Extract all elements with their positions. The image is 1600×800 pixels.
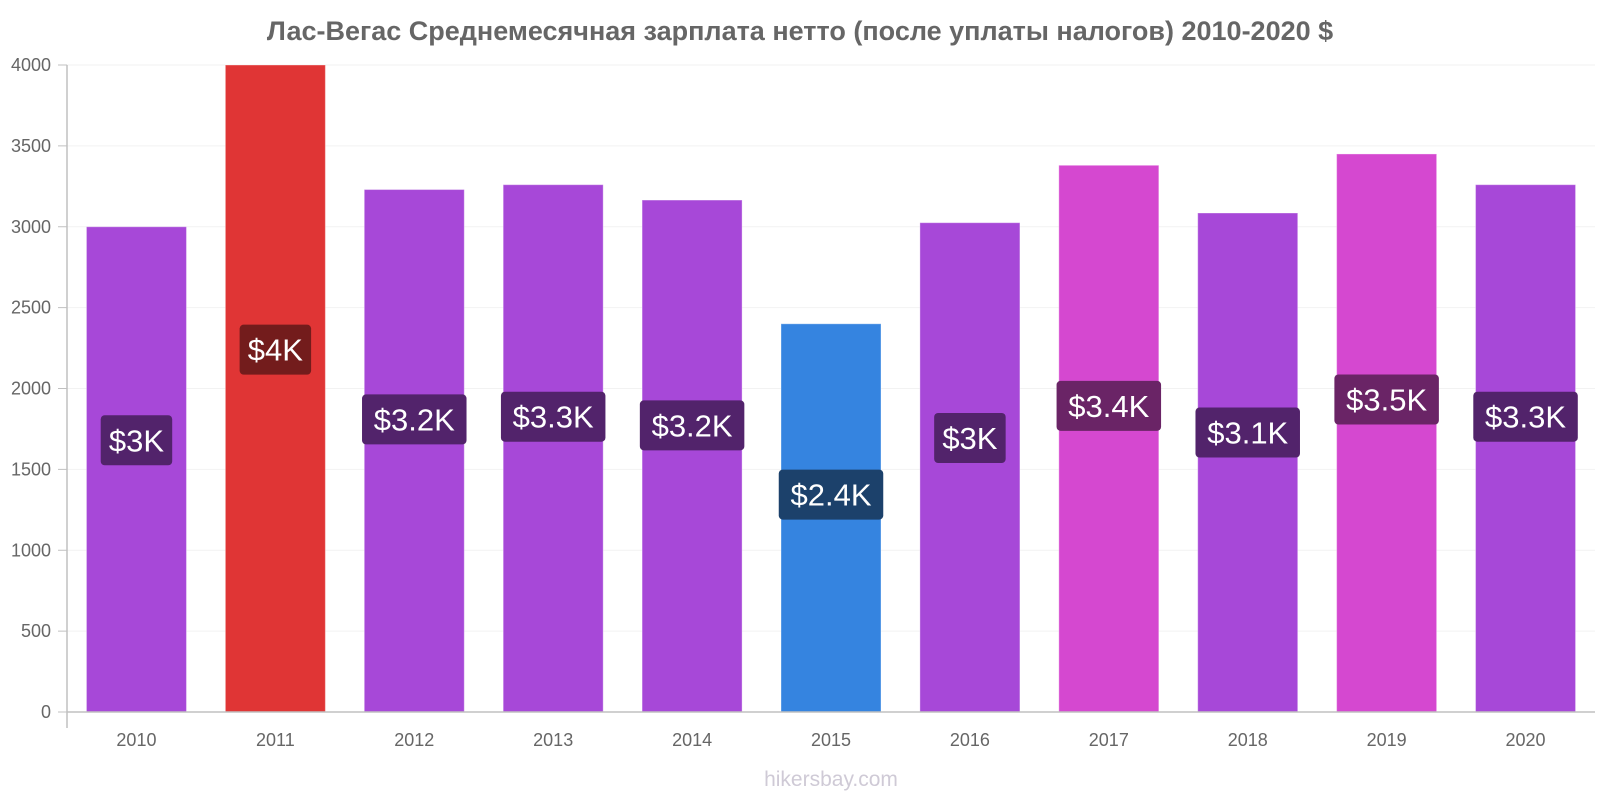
data-label-box <box>1195 407 1300 458</box>
data-label-2015: $2.4K <box>778 469 884 520</box>
x-tick-label: 2018 <box>1228 730 1268 750</box>
x-tick-label: 2016 <box>950 730 990 750</box>
data-label-text: $3.1K <box>1207 416 1288 451</box>
data-label-2011: $4K <box>239 324 312 375</box>
x-tick-label: 2015 <box>811 730 851 750</box>
data-label-2010: $3K <box>100 415 173 466</box>
data-label-text: $3.4K <box>1068 389 1149 424</box>
data-label-text: $3.3K <box>1485 400 1566 435</box>
x-axis-ticks: 2010 2011 2012 2013 2014 2015 2016 2017 2018 2019… <box>116 730 1545 750</box>
bar-2011[interactable] <box>224 64 326 713</box>
data-label-2012: $3.2K <box>362 394 467 445</box>
axes <box>66 65 1595 728</box>
data-label-text: $3.2K <box>652 408 733 443</box>
data-label-box <box>100 415 173 466</box>
y-tick-label: 2500 <box>11 298 51 318</box>
bar-2012[interactable] <box>363 189 465 713</box>
bar-2016[interactable] <box>919 222 1021 713</box>
y-tick-label: 1500 <box>11 459 51 479</box>
data-label-2019: $3.5K <box>1334 374 1439 425</box>
y-axis-ticks: 0 500 1000 1500 2000 2500 3000 3500 4000 <box>11 55 67 722</box>
bar-2013[interactable] <box>502 184 604 713</box>
data-label-box <box>1334 374 1439 425</box>
x-tick-label: 2020 <box>1506 730 1546 750</box>
x-tick-label: 2019 <box>1367 730 1407 750</box>
chart-title: Лас-Вегас Среднемесячная зарплата нетто … <box>266 16 1334 46</box>
data-label-box <box>639 400 745 451</box>
x-tick-label: 2012 <box>394 730 434 750</box>
data-label-text: $3.2K <box>374 402 455 437</box>
data-label-box <box>1473 391 1578 442</box>
footer-watermark: hikersbay.com <box>764 768 898 791</box>
data-label-2018: $3.1K <box>1195 407 1300 458</box>
data-label-box <box>239 324 312 375</box>
data-label-2014: $3.2K <box>639 400 745 451</box>
bar-2017[interactable] <box>1058 164 1160 713</box>
bar-2014[interactable] <box>641 199 743 713</box>
data-label-text: $2.4K <box>790 478 871 513</box>
x-tick-label: 2010 <box>116 730 156 750</box>
y-tick-label: 1000 <box>11 540 51 560</box>
bar-2018[interactable] <box>1197 212 1299 713</box>
data-label-box <box>362 394 467 445</box>
data-label-text: $3.3K <box>513 400 594 435</box>
data-label-text: $3K <box>942 421 997 456</box>
bars <box>85 64 1577 713</box>
data-label-2016: $3K <box>934 412 1006 463</box>
bar-2019[interactable] <box>1336 153 1438 713</box>
data-labels: $3K $4K $3.2K $3.3K $3.2K $2.4K $3K $3.4K $3.1K $… <box>100 324 1578 520</box>
y-tick-label: 3500 <box>11 136 51 156</box>
y-tick-label: 0 <box>41 702 51 722</box>
x-tick-label: 2017 <box>1089 730 1129 750</box>
data-label-box <box>1056 380 1162 431</box>
data-label-text: $3.5K <box>1346 382 1427 417</box>
y-tick-label: 4000 <box>11 55 51 75</box>
data-label-2017: $3.4K <box>1056 380 1162 431</box>
data-label-2020: $3.3K <box>1473 391 1578 442</box>
data-label-text: $3K <box>109 423 164 458</box>
bar-2010[interactable] <box>85 226 187 713</box>
x-tick-label: 2011 <box>256 730 295 750</box>
y-tick-label: 500 <box>21 621 51 641</box>
bar-2020[interactable] <box>1475 184 1577 713</box>
y-tick-label: 3000 <box>11 217 51 237</box>
data-label-box <box>934 412 1006 463</box>
x-tick-label: 2014 <box>672 730 712 750</box>
data-label-box <box>778 469 884 520</box>
y-tick-label: 2000 <box>11 379 51 399</box>
x-tick-label: 2013 <box>533 730 573 750</box>
data-label-2013: $3.3K <box>500 391 606 442</box>
data-label-text: $4K <box>248 333 303 368</box>
data-label-box <box>500 391 606 442</box>
